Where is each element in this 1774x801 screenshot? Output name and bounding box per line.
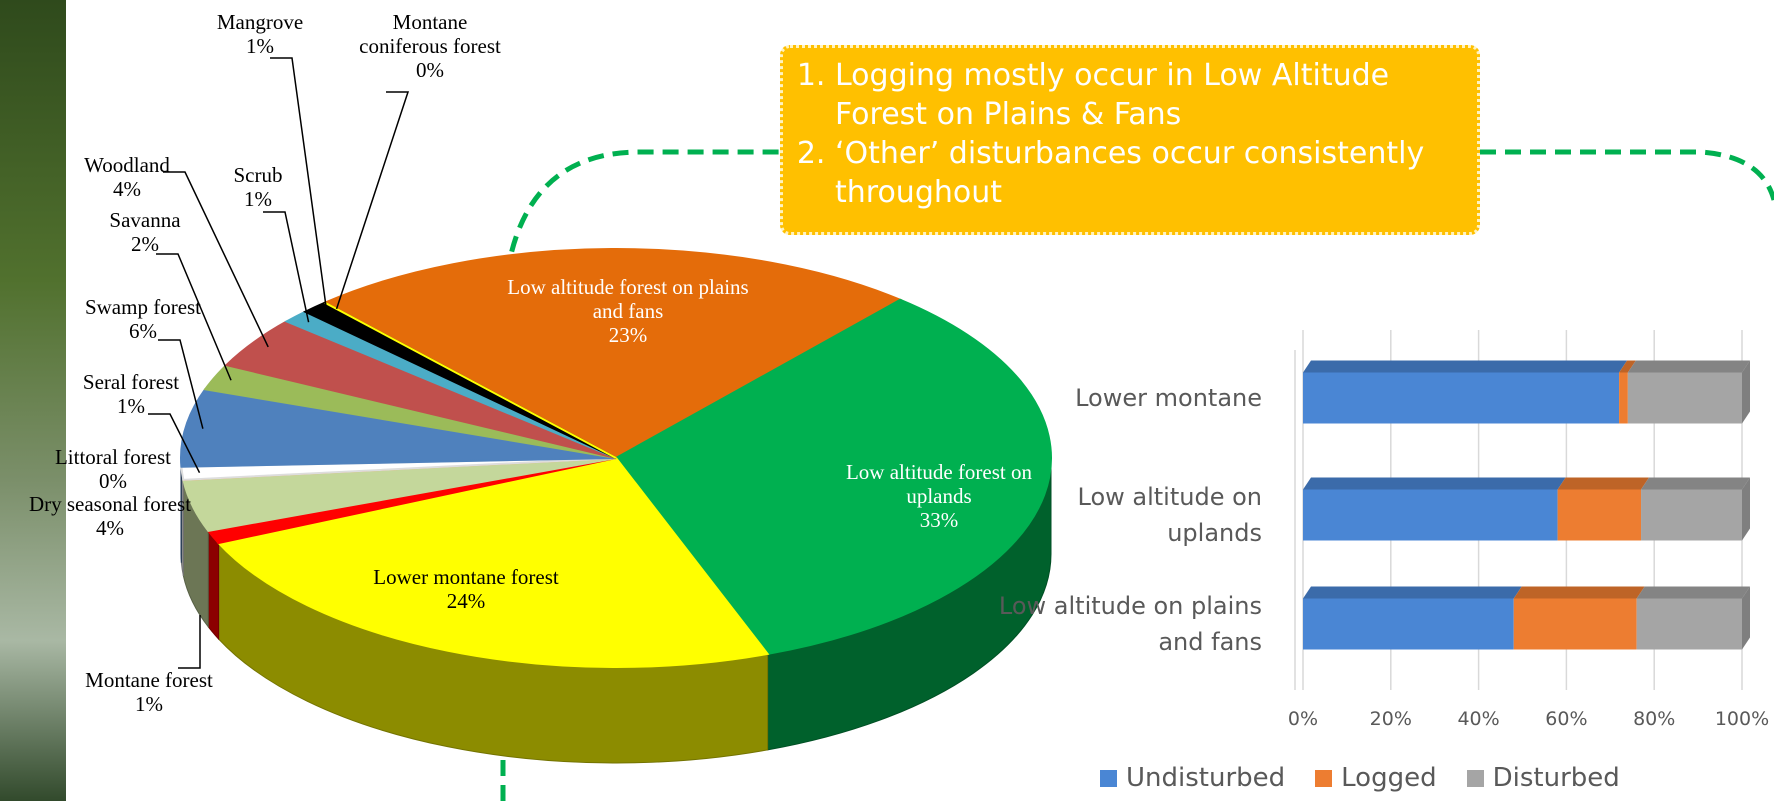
slice-value: 0% [416, 58, 444, 83]
slice-value: 1% [246, 34, 274, 59]
bar-segment [1513, 598, 1637, 650]
x-tick-label: 0% [1287, 708, 1319, 730]
pie-slice [216, 456, 770, 668]
slice-label: Savanna 2% [75, 208, 215, 256]
slice-value: 33% [919, 508, 959, 533]
bar-top-face [1513, 586, 1645, 599]
slice-label: Lower montane forest 24% [366, 565, 566, 613]
leader-line [158, 339, 204, 429]
category-label: Low altitude on plains and fans [998, 592, 1262, 656]
slice-label: Scrub 1% [208, 163, 308, 211]
x-tick-label: 20% [1369, 708, 1412, 730]
slice-name: Woodland [84, 153, 170, 177]
leader-line [178, 615, 201, 669]
slice-name: Dry seasonal forest [28, 492, 192, 516]
x-tick-label: 100% [1714, 708, 1770, 730]
x-tick-label: 40% [1457, 708, 1500, 730]
legend-label: Logged [1341, 763, 1437, 793]
background-photo [0, 0, 66, 801]
slice-name: Low altitude forest on plains and fans [507, 275, 749, 324]
leader-line [163, 171, 269, 348]
slice-label: Dry seasonal forest 4% [5, 492, 215, 540]
bar-top-face [1619, 360, 1636, 373]
bar-segment [1303, 372, 1620, 424]
bar-top-face [1641, 477, 1750, 490]
slice-label: Montane forest 1% [49, 668, 249, 716]
bar-segment [1641, 489, 1742, 541]
callout-item: ‘Other’ disturbances occur consistently … [835, 134, 1467, 212]
slice-label: Seral forest 1% [56, 370, 206, 418]
leader-line [335, 91, 410, 310]
bar-top-face [1303, 586, 1522, 599]
bar-segment [1627, 372, 1742, 424]
slice-label: Swamp forest 6% [63, 295, 223, 343]
slice-label: Mangrove 1% [200, 10, 320, 58]
bar-end-face [1742, 477, 1750, 541]
leader-line [148, 413, 201, 474]
x-tick-label: 80% [1633, 708, 1676, 730]
slice-label: Montane coniferous forest 0% [350, 10, 510, 82]
legend-swatch [1466, 770, 1484, 787]
slice-name: Lower montane forest [373, 565, 559, 589]
slice-name: Swamp forest [84, 295, 202, 319]
bar-top-face [1627, 360, 1750, 373]
slice-value: 24% [446, 589, 486, 614]
slice-name: Low altitude forest on uplands [845, 460, 1033, 509]
slice-value: 1% [244, 187, 272, 212]
slice-value: 23% [608, 323, 648, 348]
bar-segment [1303, 489, 1558, 541]
legend-item: Disturbed [1466, 763, 1620, 793]
pie-slice [322, 248, 903, 460]
bar-top-face [1636, 586, 1750, 599]
legend: Undisturbed Logged Disturbed [1100, 763, 1620, 793]
pie-slice [614, 298, 1052, 655]
slice-name: Savanna [109, 208, 181, 232]
leader-line [270, 57, 328, 314]
legend-swatch [1315, 770, 1333, 787]
slice-value: 4% [96, 516, 124, 541]
slice-name: Littoral forest [54, 445, 172, 469]
slice-name: Montane forest [85, 668, 213, 692]
slice-name: Scrub [233, 163, 283, 187]
slice-value: 2% [131, 232, 159, 257]
slice-name: Mangrove [216, 10, 304, 34]
pie-slice [180, 388, 617, 468]
bar-segment [1636, 598, 1742, 650]
leader-line [156, 253, 232, 381]
bar-segment [1619, 372, 1628, 424]
bar-top-face [1303, 360, 1628, 373]
callout-list: Logging mostly occur in Low Altitude For… [783, 56, 1467, 212]
bar-top-face [1557, 477, 1650, 490]
slice-label: Low altitude forest on plains and fans 23… [498, 275, 758, 347]
bar-end-face [1742, 586, 1750, 650]
slice-name: Seral forest [82, 370, 180, 394]
callout-box: Logging mostly occur in Low Altitude For… [780, 45, 1480, 235]
slice-value: 6% [129, 319, 157, 344]
category-label: Low altitude on uplands [1077, 483, 1263, 547]
slice-label: Littoral forest 0% [13, 445, 213, 493]
slice-side [207, 529, 220, 641]
slice-label: Woodland 4% [52, 153, 202, 201]
legend-item: Undisturbed [1100, 763, 1285, 793]
category-label: Lower montane [1075, 384, 1262, 412]
x-tick-label: 60% [1545, 708, 1588, 730]
bar-end-face [1742, 360, 1750, 424]
legend-item: Logged [1315, 763, 1437, 793]
slice-value: 1% [117, 394, 145, 419]
callout-item: Logging mostly occur in Low Altitude For… [835, 56, 1467, 134]
leader-line [263, 211, 310, 323]
slice-value: 1% [135, 692, 163, 717]
slice-value: 0% [99, 469, 127, 494]
legend-label: Disturbed [1492, 763, 1620, 793]
bar-segment [1303, 598, 1514, 650]
bar-segment [1557, 489, 1642, 541]
legend-label: Undisturbed [1126, 763, 1286, 793]
slice-name: Montane coniferous forest [359, 10, 501, 59]
slice-label: Low altitude forest on uplands 33% [824, 460, 1054, 532]
bar-top-face [1303, 477, 1566, 490]
slice-value: 4% [113, 177, 141, 202]
legend-swatch [1100, 770, 1117, 787]
